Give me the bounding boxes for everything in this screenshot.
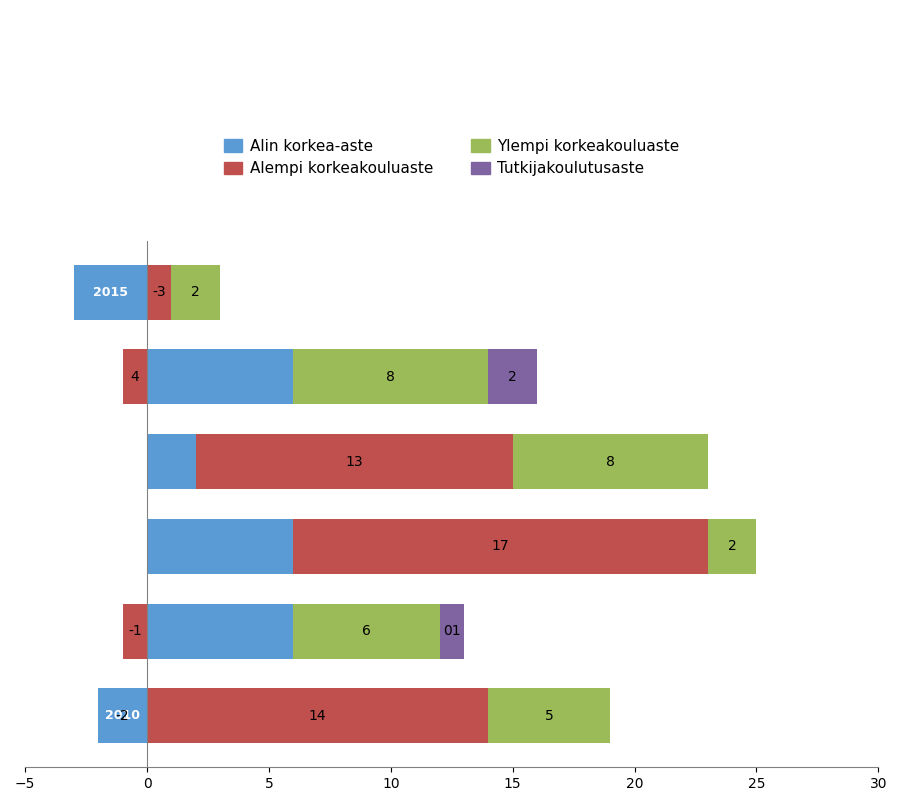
- Bar: [147, 688, 488, 743]
- Bar: [439, 604, 464, 659]
- Bar: [147, 604, 293, 659]
- Text: 6: 6: [362, 624, 371, 638]
- Text: -1: -1: [128, 624, 142, 638]
- Bar: [123, 604, 147, 659]
- Text: -3: -3: [152, 285, 166, 299]
- Text: 2015: 2015: [93, 285, 128, 298]
- Text: 4: 4: [131, 370, 139, 384]
- Legend: Alin korkea-aste, Alempi korkeakouluaste, Ylempi korkeakouluaste, Tutkijakoulutu: Alin korkea-aste, Alempi korkeakouluaste…: [217, 132, 686, 182]
- Bar: [147, 349, 293, 405]
- Text: 17: 17: [492, 539, 510, 553]
- Text: 14: 14: [308, 708, 327, 723]
- Text: -2: -2: [115, 708, 130, 723]
- Bar: [488, 688, 610, 743]
- Bar: [488, 349, 537, 405]
- Text: 2010: 2010: [106, 709, 140, 722]
- Bar: [74, 264, 147, 320]
- Bar: [293, 519, 708, 574]
- Bar: [123, 349, 147, 405]
- Text: 2: 2: [728, 539, 736, 553]
- Bar: [708, 519, 757, 574]
- Bar: [512, 434, 708, 489]
- Text: 5: 5: [545, 708, 554, 723]
- Bar: [147, 264, 171, 320]
- Text: 2: 2: [508, 370, 517, 384]
- Text: 8: 8: [386, 370, 395, 384]
- Bar: [147, 519, 293, 574]
- Text: 01: 01: [443, 624, 461, 638]
- Bar: [147, 434, 196, 489]
- Bar: [98, 688, 147, 743]
- Bar: [293, 604, 439, 659]
- Text: 8: 8: [606, 455, 614, 468]
- Bar: [293, 349, 488, 405]
- Bar: [196, 434, 512, 489]
- Text: 13: 13: [345, 455, 363, 468]
- Text: 2: 2: [191, 285, 200, 299]
- Bar: [171, 264, 220, 320]
